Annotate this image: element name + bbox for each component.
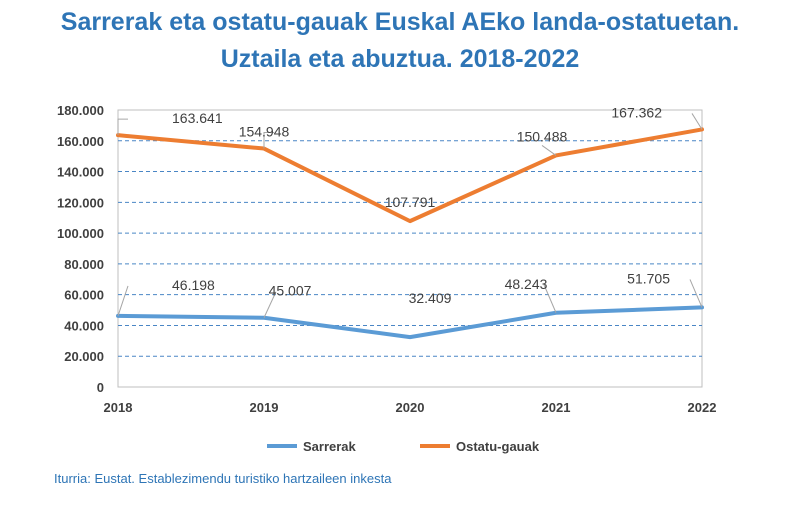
data-label: 48.243: [505, 276, 548, 292]
y-axis: 0 20.000 40.000 60.000 80.000 100.000 120.000 1…: [57, 103, 104, 395]
y-tick-label: 40.000: [64, 318, 104, 333]
label-leader-line: [543, 284, 557, 313]
data-label: 154.948: [239, 124, 290, 140]
data-label: 45.007: [269, 283, 312, 299]
legend: Sarrerak Ostatu-gauak: [267, 439, 540, 454]
x-tick-label: 2018: [104, 400, 133, 415]
chart-title-line-1: Sarrerak eta ostatu-gauak Euskal AEko la…: [60, 8, 740, 36]
y-tick-label: 100.000: [57, 226, 104, 241]
x-tick-label: 2019: [250, 400, 279, 415]
series-group: [116, 127, 704, 340]
chart-title: Sarrerak eta ostatu-gauak Euskal AEko la…: [0, 4, 800, 78]
data-label: 150.488: [517, 128, 568, 144]
data-label: 51.705: [627, 270, 670, 286]
data-label: 32.409: [409, 290, 452, 306]
source-note: Iturria: Eustat. Establezimendu turistik…: [54, 471, 392, 486]
y-tick-label: 140.000: [57, 165, 104, 180]
label-leader-line: [541, 145, 557, 156]
label-leader-line: [691, 113, 703, 130]
data-label: 163.641: [172, 110, 223, 126]
chart-title-line-2: Uztaila eta abuztua. 2018-2022: [220, 45, 580, 73]
data-label: 107.791: [385, 194, 436, 210]
label-leader-line: [263, 291, 277, 318]
y-tick-label: 80.000: [64, 257, 104, 272]
x-tick-label: 2021: [542, 400, 571, 415]
label-leader-line: [263, 132, 274, 149]
legend-label: Sarrerak: [303, 439, 357, 454]
x-tick-label: 2022: [688, 400, 717, 415]
label-leader-line: [689, 279, 703, 308]
y-tick-label: 20.000: [64, 349, 104, 364]
y-tick-label: 0: [97, 380, 104, 395]
x-tick-label: 2020: [396, 400, 425, 415]
label-leader-line: [117, 118, 128, 136]
legend-label: Ostatu-gauak: [456, 439, 540, 454]
data-labels: 46.198 45.007 32.409 48.243 51.705 163.641 154…: [117, 104, 703, 318]
data-label: 46.198: [172, 277, 215, 293]
label-leader-line: [117, 285, 129, 317]
y-tick-label: 60.000: [64, 288, 104, 303]
plot-area-border: [117, 109, 703, 388]
y-tick-label: 180.000: [57, 103, 104, 118]
y-tick-label: 120.000: [57, 195, 104, 210]
data-label: 167.362: [611, 104, 662, 120]
y-tick-label: 160.000: [57, 134, 104, 149]
x-axis: 2018 2019 2020 2021 2022: [104, 400, 717, 415]
series-line-sarrerak: [116, 305, 704, 340]
grid-lines: [118, 140, 702, 357]
